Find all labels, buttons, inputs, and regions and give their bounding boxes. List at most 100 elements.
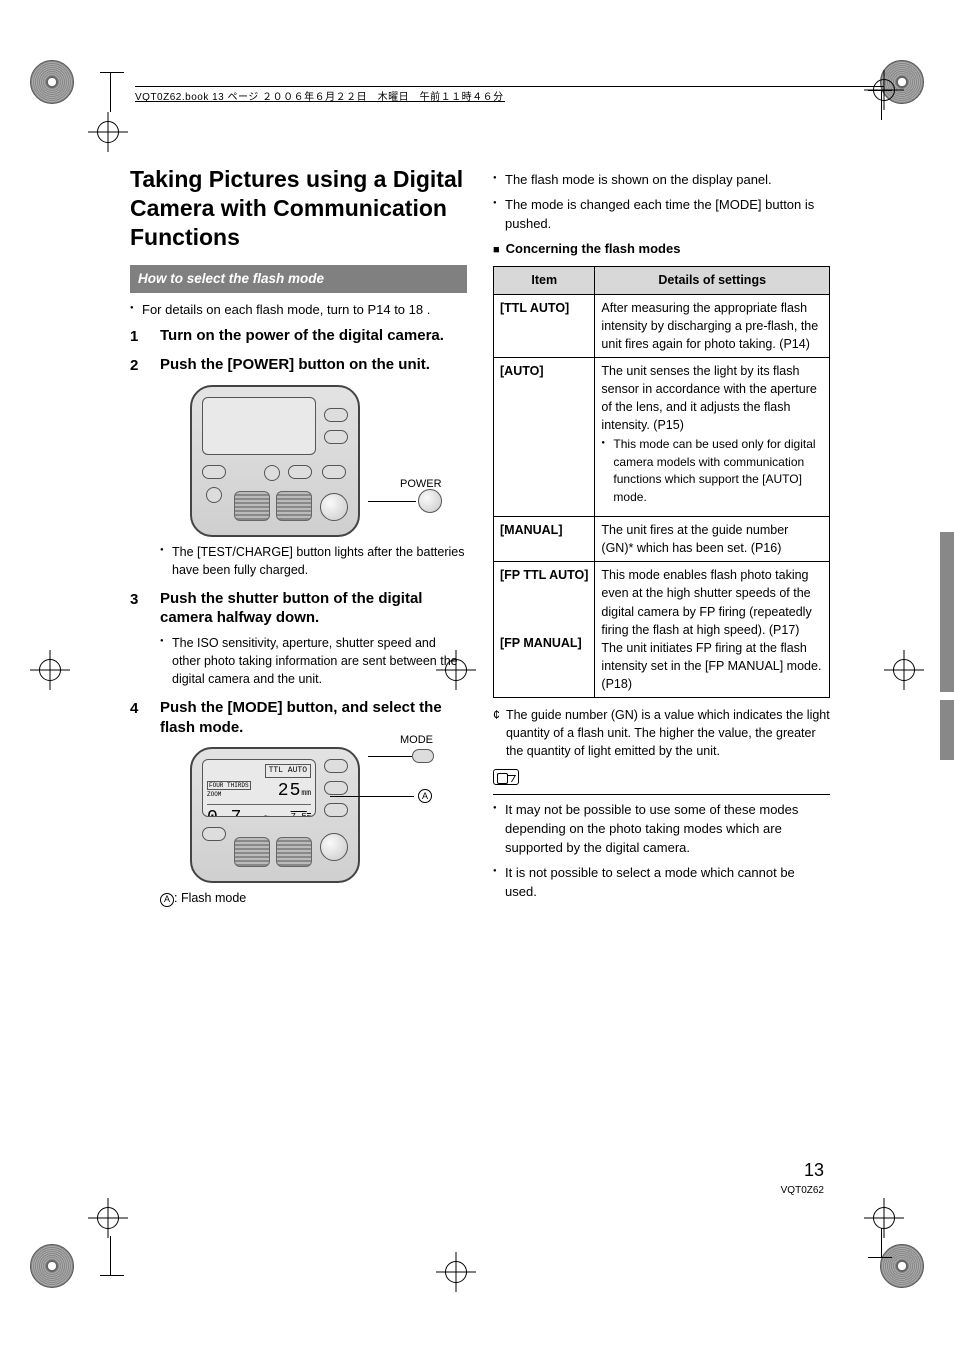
td-item-a: [FP TTL AUTO]: [500, 568, 588, 582]
step-2: Push the [POWER] button on the unit.: [130, 355, 467, 579]
note-bullet: It may not be possible to use some of th…: [493, 801, 830, 858]
figure-caption: A : Flash mode: [160, 889, 467, 907]
device-button: [288, 465, 312, 479]
pointer-line: [368, 756, 412, 757]
right-bullet: The flash mode is shown on the display p…: [493, 171, 830, 190]
device-screen-blank: [202, 397, 316, 455]
marker-a-caption-text: A: [164, 893, 170, 906]
device-button: [264, 465, 280, 481]
crop-line: [100, 72, 124, 73]
device-power-button: [320, 833, 348, 861]
crop-line: [868, 1257, 892, 1258]
td-item: [TTL AUTO]: [494, 294, 595, 357]
crosshair-mark: [88, 1198, 128, 1238]
device-grip: [234, 491, 270, 521]
footnote: ¢ The guide number (GN) is a value which…: [493, 706, 830, 760]
flash-modes-table: Item Details of settings [TTL AUTO] Afte…: [493, 266, 830, 698]
crop-line: [110, 1236, 111, 1276]
td-item: [MANUAL]: [494, 517, 595, 562]
device-button: [324, 408, 348, 422]
device-screen: TTL AUTO FOUR THIRDS ZOOM 25mm 0.7: [202, 759, 316, 817]
divider: [493, 794, 830, 795]
td-details-text: The unit senses the light by its flash s…: [601, 364, 816, 432]
page-number: 13: [781, 1157, 824, 1183]
device-mode-button: [324, 759, 348, 773]
td-item: [AUTO]: [494, 357, 595, 516]
device-grip: [276, 491, 312, 521]
device-button: [324, 803, 348, 817]
td-sub-bullet: This mode can be used only for digital c…: [601, 436, 823, 506]
device-power-button: [320, 493, 348, 521]
device-button: [324, 781, 348, 795]
device-illustration: [190, 385, 360, 537]
td-details: This mode enables flash photo taking eve…: [595, 562, 830, 698]
section-tab: [940, 532, 954, 692]
screen-zoom-label: ZOOM: [207, 791, 221, 798]
table-row: [AUTO] The unit senses the light by its …: [494, 357, 830, 516]
crosshair-mark: [864, 1198, 904, 1238]
step-head: Turn on the power of the digital camera.: [160, 326, 467, 346]
table-row: [FP TTL AUTO] This mode enables flash ph…: [494, 562, 830, 630]
device-button: [322, 465, 346, 479]
step-1: Turn on the power of the digital camera.: [130, 326, 467, 346]
power-button-callout: [418, 489, 442, 513]
device-button: [206, 487, 222, 503]
print-header-underline: [135, 101, 505, 102]
screen-focal: 25: [278, 781, 302, 801]
device-button: [202, 465, 226, 479]
step-3-sub: The ISO sensitivity, aperture, shutter s…: [160, 634, 467, 688]
step-head: Push the [MODE] button, and select the f…: [160, 698, 467, 737]
screen-near: 0.7: [207, 805, 242, 817]
crosshair-mark: [436, 1252, 476, 1292]
pointer-line: [368, 501, 416, 502]
right-column: The flash mode is shown on the display p…: [493, 165, 830, 917]
registration-mark: [880, 1244, 924, 1288]
crosshair-mark: [30, 650, 70, 690]
crosshair-mark: [884, 650, 924, 690]
step-3: Push the shutter button of the digital c…: [130, 589, 467, 688]
screen-ft-label: FOUR THIRDS: [207, 781, 251, 790]
crop-line: [110, 72, 111, 112]
step-head: Push the shutter button of the digital c…: [160, 589, 467, 628]
device-button: [324, 430, 348, 444]
registration-mark: [30, 1244, 74, 1288]
device-illustration: TTL AUTO FOUR THIRDS ZOOM 25mm 0.7: [190, 747, 360, 883]
figure-power: POWER: [190, 385, 467, 537]
th-details: Details of settings: [595, 267, 830, 294]
td-details: The unit fires at the guide number (GN)*…: [595, 517, 830, 562]
page-title: Taking Pictures using a Digital Camera w…: [130, 165, 467, 251]
td-item: [FP TTL AUTO]: [494, 562, 595, 630]
table-row: [MANUAL] The unit fires at the guide num…: [494, 517, 830, 562]
td-item-b: [FP MANUAL]: [500, 636, 582, 650]
marker-a-caption: A: [160, 893, 174, 907]
note-bullet: It is not possible to select a mode whic…: [493, 864, 830, 902]
crop-line: [100, 1275, 124, 1276]
footnote-marker: ¢: [493, 706, 500, 760]
mode-label: MODE: [400, 733, 433, 749]
step-4: Push the [MODE] button, and select the f…: [130, 698, 467, 907]
step-2-sub: The [TEST/CHARGE] button lights after th…: [160, 543, 467, 579]
device-grip: [276, 837, 312, 867]
footnote-text: The guide number (GN) is a value which i…: [506, 706, 830, 760]
section-banner: How to select the flash mode: [130, 265, 467, 293]
screen-tilde: ~: [264, 811, 269, 817]
screen-mode-text: TTL AUTO: [265, 764, 311, 778]
td-item: [FP MANUAL]: [494, 630, 595, 698]
caption-text: : Flash mode: [174, 891, 246, 905]
step-head: Push the [POWER] button on the unit.: [160, 355, 467, 375]
note-icon: [493, 769, 519, 785]
td-details: After measuring the appropriate flash in…: [595, 294, 830, 357]
th-item: Item: [494, 267, 595, 294]
marker-a: A: [418, 789, 432, 803]
crosshair-mark: [88, 112, 128, 152]
device-button: [202, 827, 226, 841]
screen-far: 7.5: [291, 812, 307, 817]
doc-code: VQT0Z62: [781, 1184, 824, 1199]
pointer-line: [330, 796, 414, 797]
right-bullet: The mode is changed each time the [MODE]…: [493, 196, 830, 234]
subhead-flash-modes: Concerning the flash modes: [493, 240, 830, 259]
page-footer: 13 VQT0Z62: [781, 1157, 824, 1198]
screen-unit: m: [307, 814, 311, 817]
td-details: The unit senses the light by its flash s…: [595, 357, 830, 516]
device-grip: [234, 837, 270, 867]
